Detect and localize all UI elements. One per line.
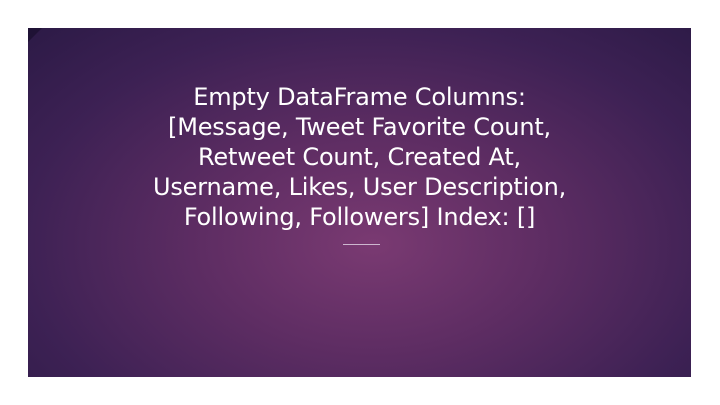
title-divider: [343, 244, 380, 245]
title-line-4: Username, Likes, User Description,: [152, 173, 567, 201]
title-line-3: Retweet Count, Created At,: [198, 143, 521, 171]
title-line-5: Following, Followers] Index: []: [183, 203, 536, 231]
title-line-2: [Message, Tweet Favorite Count,: [168, 113, 551, 141]
slide: Empty DataFrame Columns: [Message, Tweet…: [28, 28, 691, 377]
title-line-1: Empty DataFrame Columns:: [193, 83, 526, 111]
corner-accent: [28, 28, 42, 42]
slide-title: Empty DataFrame Columns: [Message, Tweet…: [48, 82, 671, 232]
